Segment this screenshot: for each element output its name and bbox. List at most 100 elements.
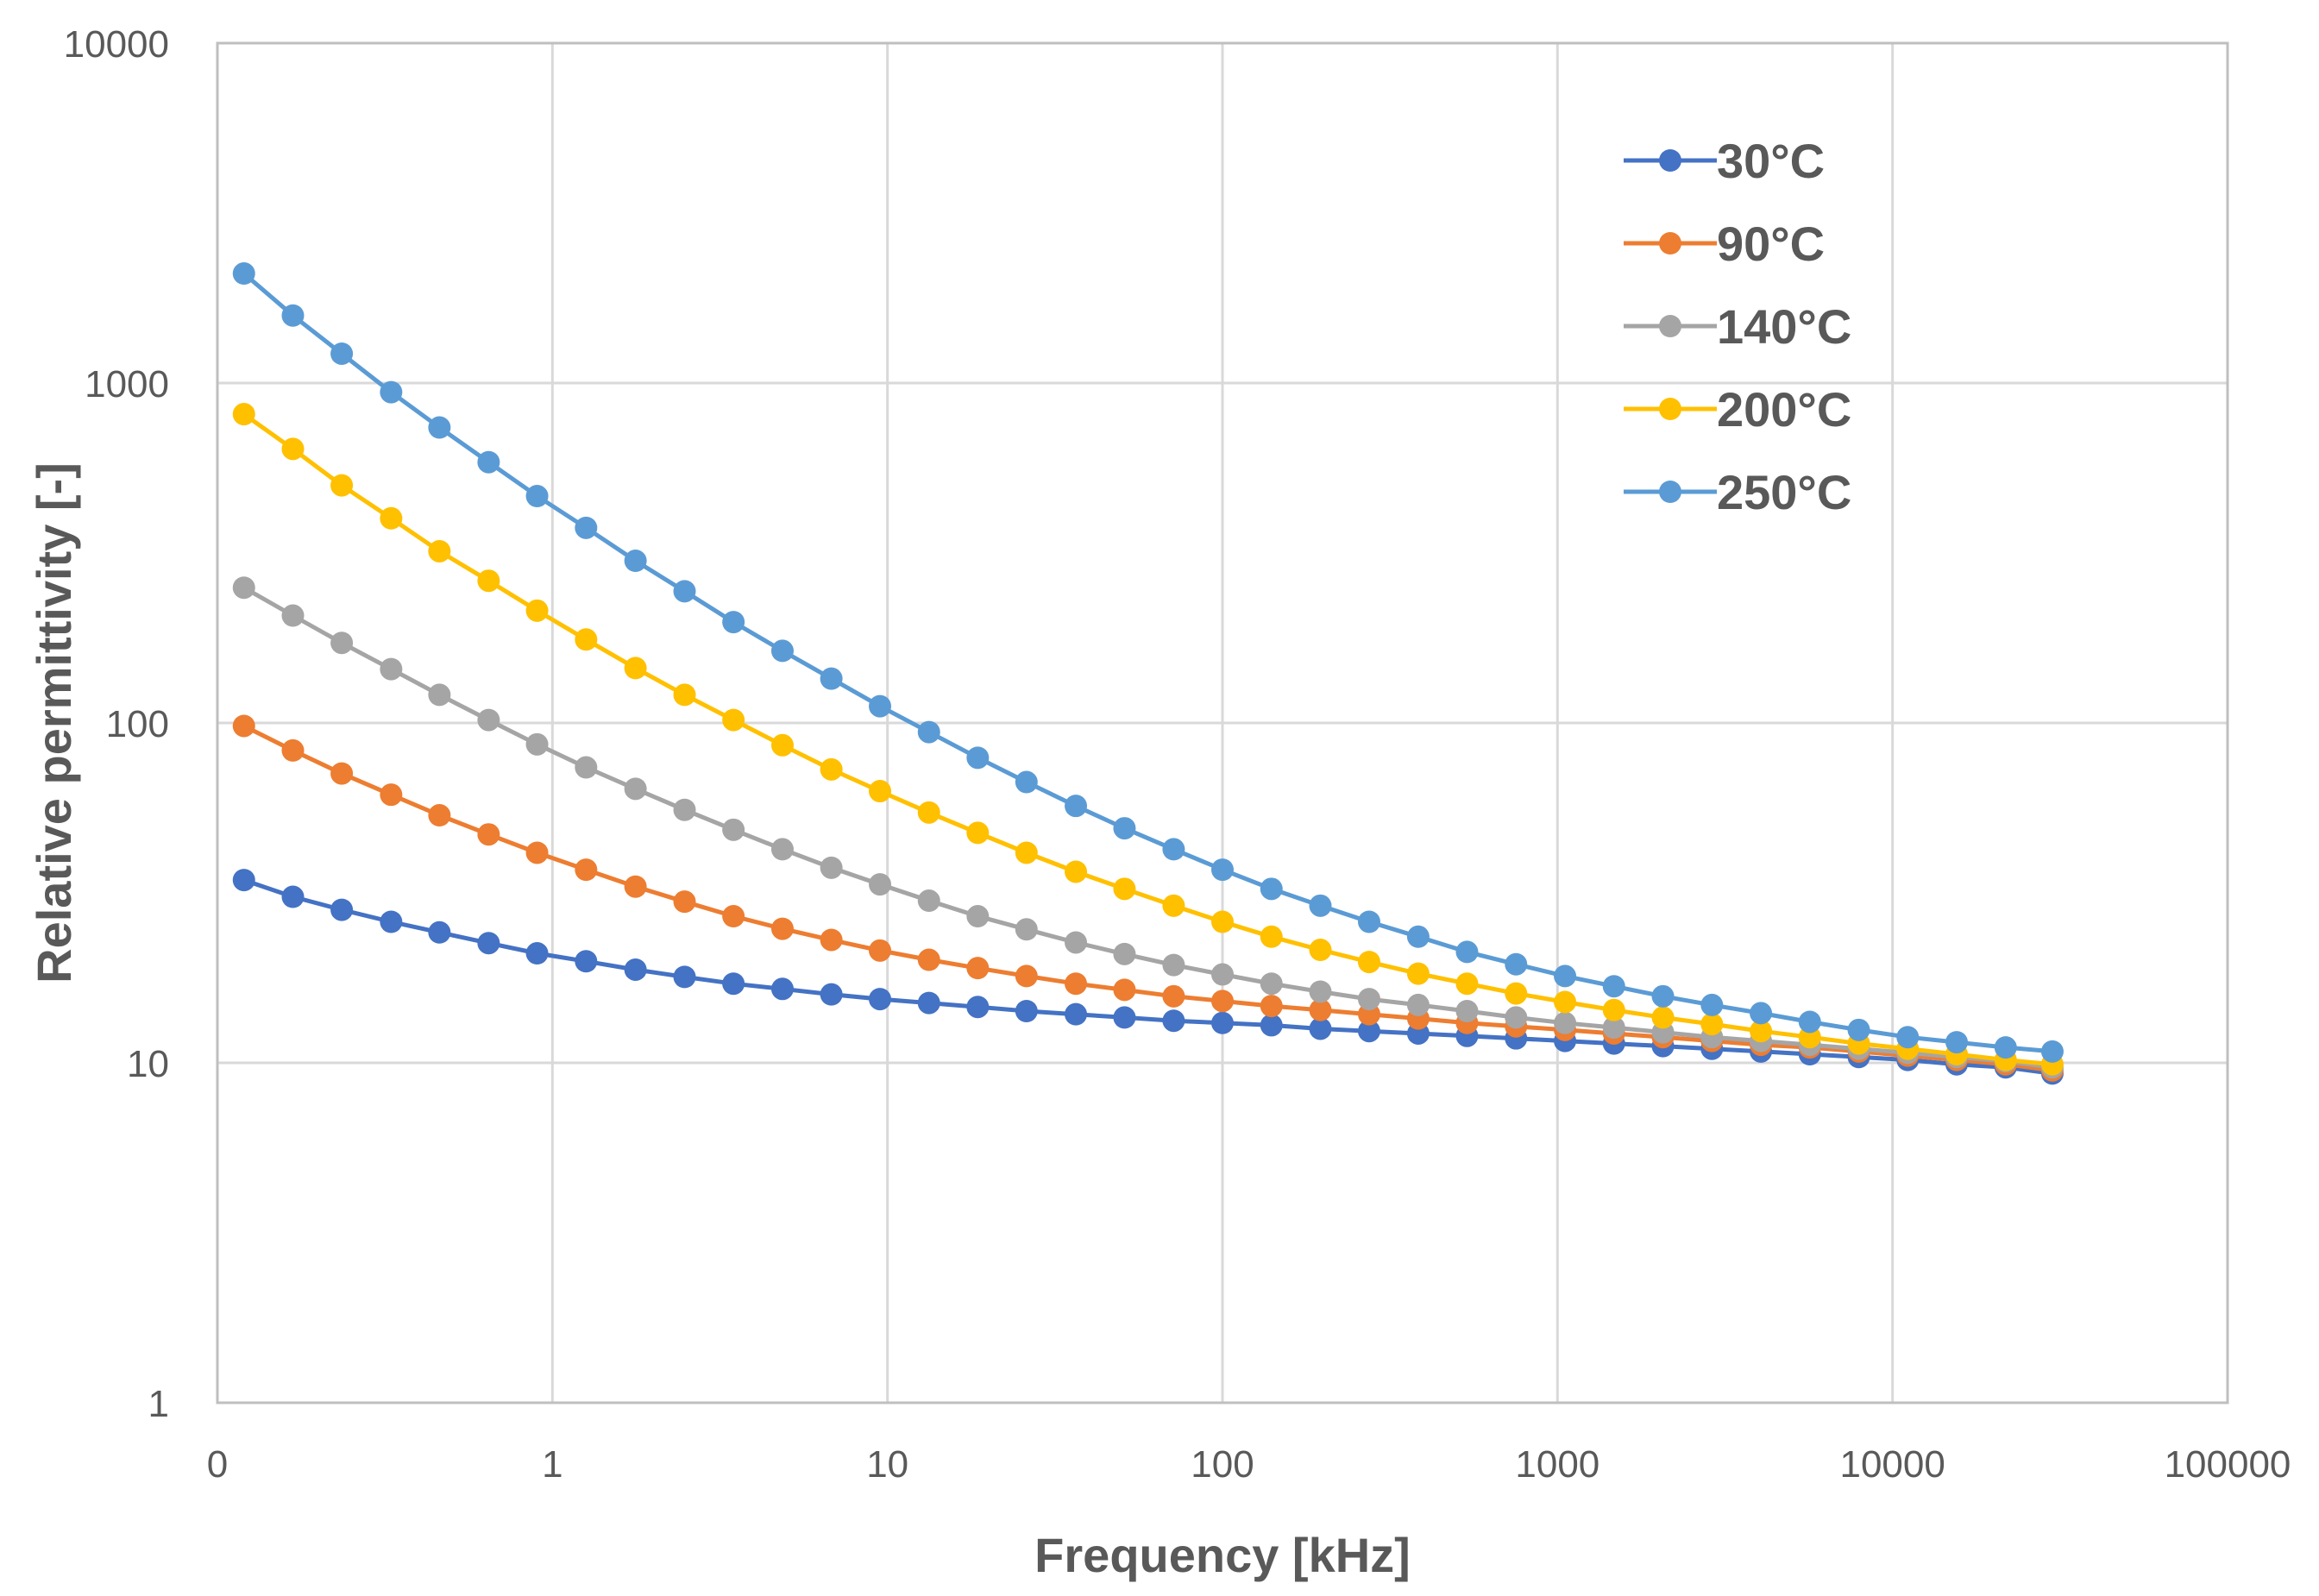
data-point	[917, 801, 940, 824]
data-point	[1847, 1018, 1870, 1041]
legend-item: 140°C	[1624, 299, 1851, 354]
data-point	[1065, 931, 1088, 954]
data-point	[1113, 978, 1136, 1002]
data-point	[281, 304, 305, 327]
data-point	[1602, 998, 1625, 1021]
data-point	[1554, 990, 1577, 1014]
series-30CC	[232, 869, 2064, 1085]
data-point	[722, 905, 745, 928]
data-point	[1505, 982, 1528, 1005]
data-point	[1113, 1006, 1136, 1029]
data-point	[1994, 1036, 2017, 1059]
data-point	[966, 996, 990, 1019]
data-point	[1065, 972, 1088, 996]
data-point	[1750, 1020, 1773, 1043]
data-point	[1015, 770, 1038, 794]
data-point	[330, 631, 354, 655]
data-point	[1651, 984, 1675, 1008]
legend-label: 200°C	[1717, 382, 1851, 437]
data-point	[1260, 1014, 1283, 1037]
data-point	[232, 403, 255, 426]
y-axis-title: Relative permittivity [-]	[27, 462, 81, 983]
series-140CC	[232, 576, 2064, 1079]
data-point	[1260, 995, 1283, 1018]
data-point	[1162, 838, 1185, 861]
data-point	[525, 599, 549, 622]
x-axis-title: Frequency [kHz]	[1034, 1528, 1411, 1582]
data-point	[673, 890, 696, 914]
data-point	[330, 898, 354, 921]
data-point	[1455, 999, 1479, 1022]
legend-label: 90°C	[1717, 217, 1825, 271]
data-point	[477, 708, 500, 732]
data-point	[1015, 999, 1038, 1022]
data-point	[1455, 972, 1479, 996]
data-point	[1406, 993, 1430, 1016]
x-tick-label: 1000	[1515, 1443, 1599, 1486]
y-axis-tick-labels: 1 10 100 1000 10000	[64, 23, 169, 1425]
data-point	[575, 628, 598, 651]
data-point	[232, 262, 255, 286]
data-point	[1406, 962, 1430, 985]
y-tick-label: 10	[127, 1043, 169, 1085]
data-point	[1602, 975, 1625, 998]
data-point	[1309, 998, 1332, 1021]
data-point	[770, 977, 794, 1001]
data-point	[1211, 990, 1234, 1013]
data-point	[1211, 1011, 1234, 1034]
data-point	[770, 733, 794, 757]
data-point	[624, 875, 647, 898]
data-point	[1945, 1031, 1969, 1054]
data-point	[1505, 952, 1528, 976]
data-point	[281, 437, 305, 461]
series-200CC	[232, 403, 2064, 1076]
data-point	[1015, 965, 1038, 988]
data-point	[281, 604, 305, 627]
data-point	[1211, 910, 1234, 933]
data-point	[869, 939, 892, 962]
x-tick-label: 10000	[1839, 1443, 1945, 1486]
data-point	[380, 783, 403, 807]
data-point	[232, 869, 255, 892]
legend-item: 200°C	[1624, 382, 1851, 437]
x-tick-label: 100	[1191, 1443, 1254, 1486]
data-point	[722, 818, 745, 841]
data-point	[1162, 894, 1185, 917]
data-point	[624, 777, 647, 801]
data-point	[1113, 942, 1136, 965]
data-point	[673, 580, 696, 603]
x-tick-label: 0	[207, 1443, 228, 1486]
legend-label: 30°C	[1717, 134, 1825, 188]
data-point	[1260, 877, 1283, 901]
data-point	[1162, 984, 1185, 1008]
data-point	[477, 450, 500, 474]
data-point	[966, 746, 990, 770]
data-point	[1065, 1002, 1088, 1026]
data-point	[1602, 1016, 1625, 1040]
data-point	[380, 506, 403, 530]
data-point	[380, 910, 403, 933]
data-point	[428, 921, 451, 944]
data-point	[525, 485, 549, 508]
data-point	[1211, 963, 1234, 986]
data-point	[380, 380, 403, 404]
data-point	[770, 917, 794, 940]
data-point	[722, 611, 745, 634]
data-point	[281, 885, 305, 908]
data-point	[1211, 858, 1234, 882]
data-point	[428, 804, 451, 827]
data-point	[917, 991, 940, 1015]
data-point	[1505, 1006, 1528, 1029]
data-point	[1357, 988, 1380, 1011]
legend-item: 30°C	[1624, 134, 1825, 188]
legend-swatch-marker	[1659, 149, 1681, 172]
y-tick-label: 1	[148, 1383, 169, 1425]
data-point	[428, 539, 451, 562]
data-point	[1896, 1026, 1920, 1049]
data-point	[869, 873, 892, 896]
x-tick-label: 1	[542, 1443, 562, 1486]
data-point	[966, 957, 990, 980]
data-point	[820, 667, 843, 690]
